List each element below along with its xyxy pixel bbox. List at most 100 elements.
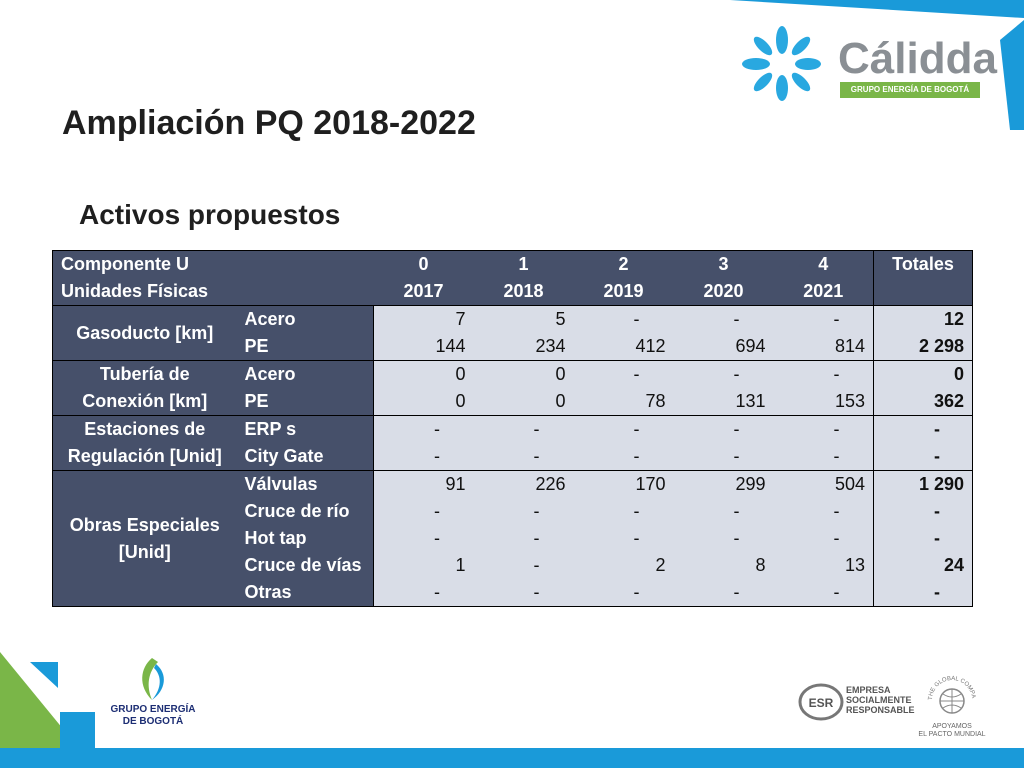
- value-cell: 412: [573, 333, 674, 361]
- calidda-tagline: GRUPO ENERGÍA DE BOGOTÁ: [840, 82, 980, 98]
- category-cell: Obras Especiales [Unid]: [52, 470, 237, 607]
- value-cell: 13: [773, 552, 874, 579]
- table-row: Obras Especiales [Unid] Válvulas 91 226 170 2…: [52, 470, 973, 607]
- row-label: Otras: [236, 579, 374, 607]
- value-cell: -: [573, 415, 674, 443]
- row-label: City Gate: [236, 443, 374, 471]
- total-cell: -: [873, 579, 973, 607]
- value-cell: 7: [373, 305, 474, 333]
- row-label: Cruce de vías: [236, 552, 374, 579]
- global-compact-icon: THE GLOBAL COMPACT: [924, 670, 976, 714]
- value-cell: -: [373, 498, 474, 525]
- value-cell: 694: [673, 333, 774, 361]
- total-cell: -: [873, 415, 973, 443]
- value-cell: 78: [573, 388, 674, 416]
- value-cell: -: [573, 443, 674, 471]
- value-cell: -: [573, 305, 674, 333]
- header-period: 2: [573, 250, 674, 278]
- row-label: Válvulas: [236, 470, 374, 498]
- value-cell: 0: [373, 360, 474, 388]
- value-cell: -: [573, 498, 674, 525]
- value-cell: -: [773, 525, 874, 552]
- value-cell: -: [473, 525, 574, 552]
- total-cell: -: [873, 498, 973, 525]
- geb-wordmark: GRUPO ENERGÍA DE BOGOTÁ: [110, 704, 196, 727]
- geb-logo-icon: [142, 658, 164, 700]
- assets-table: Componente U 0 1 2 3 4 Totales Unidades …: [52, 250, 973, 607]
- row-label: ERP s: [236, 415, 374, 443]
- header-totals: Totales: [873, 250, 973, 306]
- header-year: 2017: [373, 278, 474, 306]
- esr-wordmark: EMPRESA SOCIALMENTE RESPONSABLE: [846, 685, 915, 715]
- value-cell: -: [773, 360, 874, 388]
- row-label: Hot tap: [236, 525, 374, 552]
- total-cell: 12: [873, 305, 973, 333]
- header-year: 2018: [473, 278, 574, 306]
- value-cell: -: [573, 525, 674, 552]
- table-row: Tubería de Conexión [km] Acero 0 0- - -0: [52, 360, 973, 416]
- pacto-wordmark: APOYAMOS EL PACTO MUNDIAL: [918, 723, 986, 738]
- row-label: Cruce de río: [236, 498, 374, 525]
- category-cell: Tubería de Conexión [km]: [52, 360, 237, 416]
- value-cell: -: [573, 579, 674, 607]
- value-cell: -: [673, 305, 774, 333]
- value-cell: 8: [673, 552, 774, 579]
- table-row: City Gate - - - - - -: [53, 443, 973, 471]
- value-cell: -: [373, 579, 474, 607]
- total-cell: 362: [873, 388, 973, 416]
- header-year: 2021: [773, 278, 874, 306]
- header-year: 2019: [573, 278, 674, 306]
- value-cell: 0: [473, 388, 574, 416]
- esr-badge-text: ESR: [809, 696, 834, 710]
- value-cell: -: [673, 360, 774, 388]
- value-cell: 226: [473, 470, 574, 498]
- total-cell: 0: [873, 360, 973, 388]
- total-cell: -: [873, 443, 973, 471]
- value-cell: -: [673, 415, 774, 443]
- value-cell: 2: [573, 552, 674, 579]
- value-cell: 234: [473, 333, 574, 361]
- value-cell: 1: [373, 552, 474, 579]
- calidda-flower-icon: [742, 26, 821, 101]
- value-cell: -: [473, 443, 574, 471]
- value-cell: 299: [673, 470, 774, 498]
- value-cell: -: [773, 305, 874, 333]
- value-cell: 504: [773, 470, 874, 498]
- value-cell: 0: [473, 360, 574, 388]
- calidda-wordmark: Cálidda: [838, 34, 997, 83]
- value-cell: -: [773, 579, 874, 607]
- table-row: PE 0 0 78 131 153 362: [53, 388, 973, 416]
- total-cell: 1 290: [873, 470, 973, 498]
- svg-text:THE GLOBAL COMPACT: THE GLOBAL COMPACT: [924, 670, 976, 700]
- bottom-bar: [0, 748, 1024, 768]
- table-row: Estaciones de Regulación [Unid] ERP s----…: [52, 415, 973, 471]
- value-cell: -: [773, 498, 874, 525]
- value-cell: 131: [673, 388, 774, 416]
- category-cell: Estaciones de Regulación [Unid]: [52, 415, 237, 471]
- top-decoration: [730, 0, 1024, 130]
- value-cell: -: [473, 498, 574, 525]
- header-year: 2020: [673, 278, 774, 306]
- value-cell: 0: [373, 388, 474, 416]
- value-cell: -: [773, 415, 874, 443]
- value-cell: -: [673, 443, 774, 471]
- total-cell: -: [873, 525, 973, 552]
- value-cell: 5: [473, 305, 574, 333]
- global-compact-ring-text: THE GLOBAL COMPACT: [924, 670, 976, 700]
- table-row: PE 144 234 412 694 814 2 298: [53, 333, 973, 361]
- header-units: Unidades Físicas: [52, 278, 374, 306]
- header-component: Componente U: [52, 250, 374, 278]
- total-cell: 2 298: [873, 333, 973, 361]
- row-label: PE: [236, 333, 374, 361]
- category-cell: Gasoducto [km]: [52, 305, 237, 361]
- value-cell: -: [373, 443, 474, 471]
- table-row: Gasoducto [km] Acero 7 5- - -12: [52, 305, 973, 361]
- value-cell: -: [473, 579, 574, 607]
- row-label: PE: [236, 388, 374, 416]
- value-cell: -: [673, 579, 774, 607]
- header-period: 4: [773, 250, 874, 278]
- header-period: 1: [473, 250, 574, 278]
- section-subtitle: Activos propuestos: [79, 199, 341, 230]
- table-row: Otras - - - - - -: [53, 579, 973, 607]
- row-label: Acero: [236, 360, 374, 388]
